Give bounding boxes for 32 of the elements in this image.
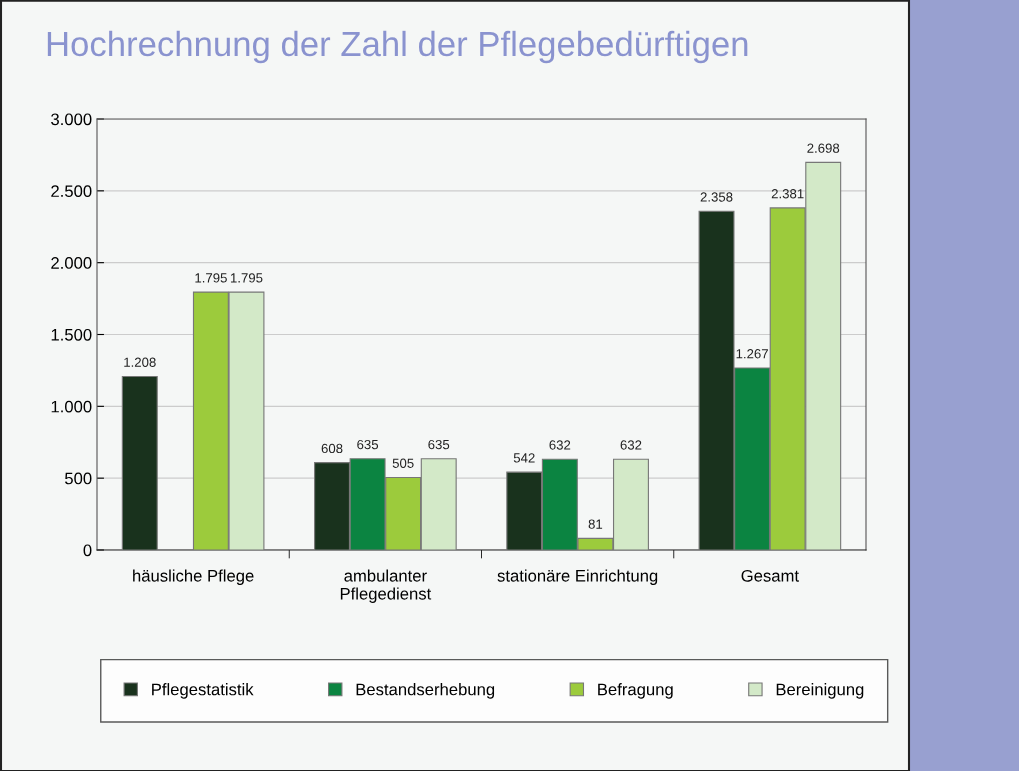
data-label: 2.358	[700, 192, 733, 202]
y-tick-label: 0	[83, 544, 92, 557]
data-label: 1.795	[230, 273, 263, 283]
y-tick-label: 2.500	[51, 185, 92, 198]
data-label: 632	[549, 440, 571, 450]
data-label: 635	[357, 439, 379, 450]
x-tick-label: stationäre Einrichtung	[497, 569, 658, 585]
y-tick-label: 1.500	[51, 328, 92, 341]
data-label: 1.795	[195, 273, 227, 283]
y-tick-label: 3.000	[51, 113, 92, 126]
y-tick-label: 2.000	[51, 257, 92, 269]
legend-label: Pflegestatistik	[152, 683, 254, 699]
data-label: 608	[321, 443, 343, 454]
data-label: 542	[513, 453, 535, 463]
data-label: 2.698	[807, 143, 840, 153]
chart-title: Hochrechnung der Zahl der Pflegebedürftigen	[47, 30, 748, 64]
data-label: 632	[620, 440, 642, 450]
legend-label: Bereinigung	[776, 683, 864, 699]
legend-label: Bestandserhebung	[356, 683, 495, 699]
y-tick-label: 500	[65, 472, 92, 485]
x-tick-label: häusliche Pflege	[133, 569, 254, 585]
data-label: 1.208	[124, 357, 156, 367]
x-tick-label: ambulanter Pflegedienst	[340, 569, 432, 603]
data-label: 635	[428, 439, 450, 450]
data-label: 81	[588, 519, 603, 529]
y-tick-label: 1.000	[51, 400, 92, 413]
x-tick-label: Gesamt	[741, 569, 799, 582]
data-label: 1.267	[736, 349, 768, 359]
legend-label: Befragung	[598, 683, 673, 699]
data-label: 2.381	[771, 189, 804, 199]
data-label: 505	[392, 458, 414, 468]
bar	[121, 375, 158, 550]
